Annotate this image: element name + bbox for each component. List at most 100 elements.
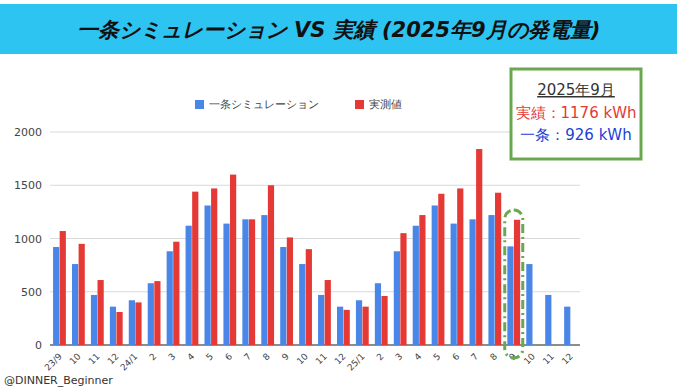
bar [135, 302, 141, 345]
bar [337, 307, 343, 345]
bar [91, 295, 97, 345]
chart-root: 一条シミュレーション VS 実績 (2025年9月の発電量) 0 500 1000 15… [0, 0, 677, 390]
bar [53, 247, 59, 345]
bar [204, 205, 210, 345]
x-tick-label: 2 [147, 351, 158, 362]
bars [53, 149, 570, 345]
bar [432, 205, 438, 345]
bar [526, 264, 532, 345]
bar [325, 280, 331, 345]
highlight-oval [505, 210, 523, 358]
bar [413, 226, 419, 345]
bar [110, 307, 116, 345]
x-tick-label: 10 [522, 351, 537, 366]
legend-label: 一条シミュレーション [209, 98, 319, 111]
bar [356, 300, 362, 345]
x-tick-label: 24/1 [118, 351, 139, 372]
bar [129, 300, 135, 345]
y-tick-label: 0 [35, 339, 42, 352]
bar [211, 188, 217, 345]
bar [381, 296, 387, 345]
legend-swatch [355, 100, 364, 109]
bar [400, 233, 406, 345]
bar [287, 237, 293, 345]
bar [457, 188, 463, 345]
x-tick-label: 6 [450, 351, 461, 362]
x-tick-label: 11 [87, 351, 102, 366]
bar [223, 224, 229, 345]
y-tick-label: 1000 [14, 233, 42, 246]
bar [363, 307, 369, 345]
bar [419, 215, 425, 345]
legend-label: 実測値 [369, 98, 402, 111]
grid-line [50, 185, 580, 186]
chart-title: 一条シミュレーション VS 実績 (2025年9月の発電量) [77, 18, 601, 42]
x-tick-label: 8 [261, 351, 272, 362]
bar [318, 295, 324, 345]
bar [564, 307, 570, 345]
x-tick-label: 4 [412, 351, 423, 362]
annotation-line: 実績：1176 kWh [516, 104, 637, 122]
y-tick-label: 2000 [14, 126, 42, 139]
grid-line [50, 132, 580, 133]
bar [230, 175, 236, 345]
bar [60, 231, 66, 345]
x-tick-label: 12 [560, 351, 575, 366]
annotation-box [511, 69, 641, 159]
bar [116, 312, 122, 345]
bar [545, 295, 551, 345]
bar [148, 283, 154, 345]
x-tick-label: 25/1 [345, 351, 366, 372]
x-tick-label: 3 [166, 351, 177, 362]
bar [488, 215, 494, 345]
y-tick-label: 1500 [14, 179, 42, 192]
bar [173, 242, 179, 345]
bar [72, 264, 78, 345]
x-tick-label: 10 [295, 351, 310, 366]
bar [438, 194, 444, 345]
bar [249, 219, 255, 345]
x-tick-label: 2 [375, 351, 386, 362]
x-tick-label: 5 [431, 351, 442, 362]
x-tick-label: 3 [393, 351, 404, 362]
x-tick-label: 7 [242, 351, 253, 362]
bar [186, 226, 192, 345]
legend-swatch [195, 100, 204, 109]
bar [280, 247, 286, 345]
bar [79, 244, 85, 345]
bar [306, 249, 312, 345]
chart-svg: 一条シミュレーション VS 実績 (2025年9月の発電量) 0 500 1000 15… [0, 0, 677, 390]
x-tick-label: 7 [469, 351, 480, 362]
x-tick-label: 8 [488, 351, 499, 362]
bar [192, 192, 198, 345]
bar [476, 149, 482, 345]
x-tick-label: 10 [68, 351, 83, 366]
x-tick-label: 4 [185, 351, 196, 362]
y-tick-label: 500 [21, 286, 42, 299]
bar [344, 310, 350, 345]
x-tick-label: 11 [541, 351, 556, 366]
credit: @DINNER_Beginner [4, 374, 113, 387]
bar [154, 281, 160, 345]
annotation-heading: 2025年9月 [537, 81, 615, 99]
x-tick-label: 11 [314, 351, 329, 366]
bar [242, 219, 248, 345]
title-banner [0, 4, 677, 54]
bar [268, 185, 274, 345]
x-tick-label: 9 [280, 351, 291, 362]
bar [375, 283, 381, 345]
x-tick-label: 5 [204, 351, 215, 362]
bar [299, 264, 305, 345]
bar [451, 224, 457, 345]
bar [98, 280, 104, 345]
bar [495, 193, 501, 345]
bar [167, 251, 173, 345]
annotation-line: 一条：926 kWh [520, 126, 631, 144]
x-tick-label: 23/9 [43, 351, 65, 373]
bar [514, 220, 520, 345]
bar [394, 251, 400, 345]
bar [507, 246, 513, 345]
x-tick-label: 6 [223, 351, 234, 362]
bar [469, 219, 475, 345]
bar [261, 215, 267, 345]
